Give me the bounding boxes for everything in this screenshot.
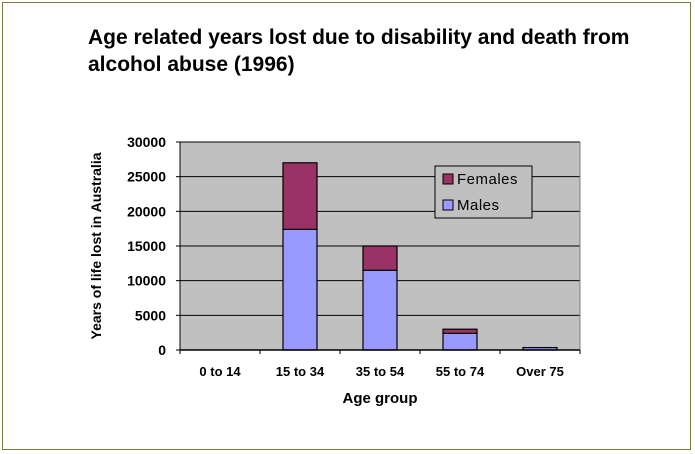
y-tick-label: 0 [158,342,166,358]
bar-males [442,332,478,351]
bar-males [362,269,398,351]
legend-label-males: Males [457,197,500,214]
chart-title: Age related years lost due to disability… [88,26,630,76]
x-tick-label: 55 to 74 [436,364,485,379]
y-axis-label: Years of life lost in Australia [88,152,104,339]
bar-females [362,245,398,271]
y-tick-label: 15000 [127,238,166,254]
bar-females [282,162,318,230]
y-tick-label: 20000 [127,203,166,219]
legend-label-females: Females [457,171,518,188]
bar-females [442,328,478,334]
y-tick-label: 10000 [127,273,166,289]
y-tick-label: 25000 [127,169,166,185]
y-tick-label: 30000 [127,134,166,150]
x-tick-label: 15 to 34 [276,364,325,379]
x-axis-label: Age group [343,390,418,407]
x-tick-label: 0 to 14 [199,364,241,379]
legend-swatch-females [442,173,454,185]
x-tick-label: Over 75 [516,364,564,379]
y-tick-label: 5000 [135,307,166,323]
x-tick-label: 35 to 54 [356,364,405,379]
bar-males [282,228,318,351]
legend-swatch-males [442,199,454,211]
chart-frame [2,2,691,450]
